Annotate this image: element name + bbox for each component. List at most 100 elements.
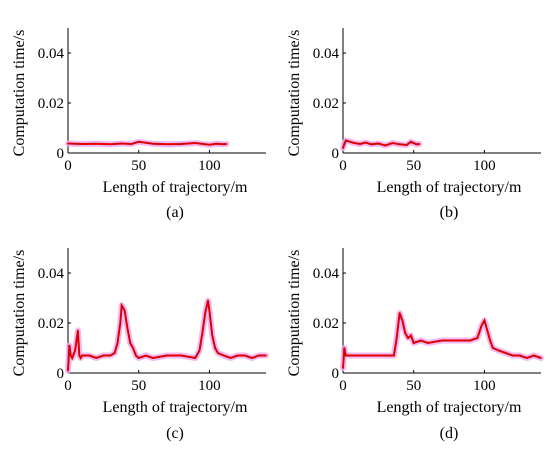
- x-axis-label: Length of trajectory/m: [377, 399, 522, 416]
- data-point: [504, 352, 507, 354]
- data-point: [405, 144, 408, 146]
- data-point: [151, 142, 154, 145]
- data-point: [404, 332, 407, 334]
- x-tick-label: 0: [64, 378, 72, 394]
- data-point: [343, 347, 346, 349]
- data-point: [395, 337, 398, 339]
- data-point: [426, 342, 429, 344]
- y-tick-label: 0.04: [38, 46, 65, 62]
- data-point: [533, 354, 535, 357]
- data-point: [180, 143, 183, 145]
- data-point: [208, 309, 211, 312]
- data-point: [225, 143, 228, 145]
- data-point: [342, 147, 344, 149]
- data-point: [207, 299, 209, 302]
- data-point: [250, 357, 253, 359]
- y-tick-label: 0.02: [38, 316, 64, 332]
- data-point: [81, 354, 84, 357]
- x-tick-label: 50: [406, 378, 421, 394]
- x-tick-label: 100: [198, 378, 221, 394]
- data-point: [116, 342, 119, 344]
- y-tick-label: 0: [332, 366, 340, 382]
- y-tick-label: 0: [57, 146, 65, 162]
- data-point: [78, 354, 81, 357]
- data-point: [222, 143, 225, 146]
- data-point: [67, 369, 69, 372]
- data-point: [81, 143, 84, 145]
- x-tick-label: 0: [339, 158, 347, 174]
- x-tick-label: 50: [131, 378, 146, 394]
- data-point: [194, 142, 197, 144]
- y-axis-label: Computation time/s: [11, 30, 28, 157]
- panel-caption: (b): [440, 204, 459, 221]
- data-point: [95, 142, 98, 145]
- data-point: [95, 357, 98, 359]
- data-point: [476, 337, 479, 339]
- data-point: [398, 143, 401, 146]
- y-tick-label: 0: [57, 366, 65, 382]
- x-tick-label: 0: [339, 378, 347, 394]
- data-point: [342, 367, 344, 369]
- panel-caption: (a): [166, 204, 184, 221]
- data-point: [370, 354, 373, 357]
- data-point: [483, 319, 486, 322]
- data-point: [229, 357, 232, 359]
- data-point: [344, 139, 347, 142]
- data-point: [384, 354, 387, 357]
- data-point: [418, 143, 421, 145]
- data-point: [384, 144, 387, 147]
- data-point: [88, 354, 91, 357]
- y-tick-label: 0.02: [313, 96, 339, 112]
- x-axis-label: Length of trajectory/m: [103, 179, 248, 196]
- data-point: [393, 354, 395, 357]
- data-point: [166, 354, 168, 357]
- data-point: [412, 342, 415, 344]
- data-point: [132, 347, 134, 349]
- data-point: [356, 354, 359, 357]
- data-point: [211, 334, 214, 337]
- data-point: [243, 354, 246, 357]
- chart-panel-3: 0 50 100 0 0.02 0.04 Length of trajectory/m Com…: [11, 248, 269, 442]
- data-point: [359, 143, 361, 145]
- data-point: [194, 357, 197, 359]
- data-point: [480, 324, 483, 327]
- data-point: [119, 322, 122, 324]
- x-tick-label: 100: [473, 378, 496, 394]
- data-point: [258, 354, 260, 357]
- data-point: [455, 339, 458, 342]
- data-point: [364, 141, 367, 144]
- y-axis-label: Computation time/s: [11, 250, 28, 377]
- panel-caption: (c): [166, 425, 184, 442]
- chart-panel-4: 0 50 100 0 0.02 0.04 Length of trajectory/m Com…: [286, 248, 544, 442]
- y-axis-label: Computation time/s: [286, 30, 303, 157]
- x-axis-label: Length of trajectory/m: [103, 399, 248, 416]
- data-point: [486, 329, 489, 332]
- series-halo: [65, 297, 269, 374]
- data-point: [166, 143, 168, 146]
- x-tick-label: 100: [473, 158, 496, 174]
- data-point: [344, 354, 347, 357]
- data-point: [489, 339, 491, 342]
- data-point: [134, 354, 137, 357]
- data-point: [67, 142, 69, 145]
- y-axis-label: Computation time/s: [286, 250, 303, 377]
- panel-caption: (d): [440, 425, 459, 442]
- data-point: [469, 339, 472, 342]
- data-point: [129, 342, 132, 344]
- data-point: [120, 304, 123, 307]
- data-point: [208, 143, 211, 146]
- data-point: [217, 352, 219, 354]
- data-point: [74, 349, 76, 352]
- data-point: [137, 140, 140, 143]
- y-tick-label: 0.04: [313, 266, 340, 282]
- data-point: [180, 354, 183, 357]
- data-point: [441, 339, 443, 342]
- x-tick-label: 100: [198, 158, 221, 174]
- data-point: [102, 354, 105, 357]
- data-point: [71, 357, 74, 359]
- data-point: [130, 143, 133, 145]
- data-point: [407, 337, 409, 339]
- data-point: [401, 319, 404, 322]
- chart-panel-1: 0 50 100 0 0.02 0.04 Length of trajectory/m Com…: [11, 28, 266, 221]
